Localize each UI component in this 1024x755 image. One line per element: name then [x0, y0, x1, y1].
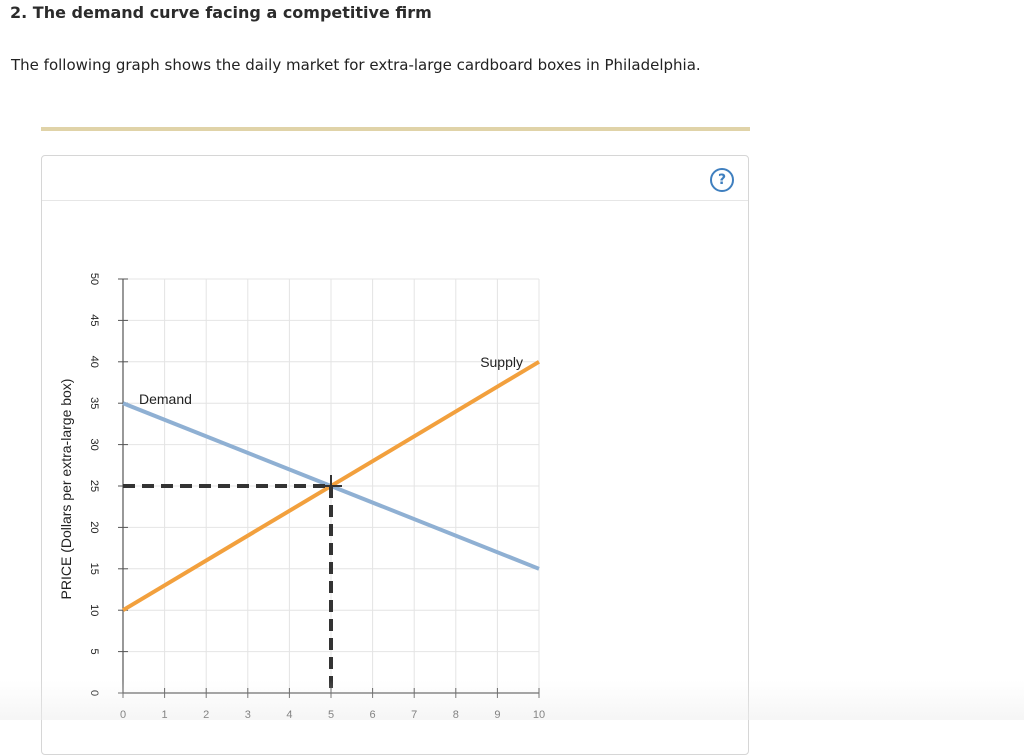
y-tick-label: 40 [88, 356, 100, 368]
x-tick-label: 4 [286, 709, 292, 720]
x-tick-label: 2 [203, 709, 209, 720]
x-tick-label: 1 [162, 709, 168, 720]
equilibrium-guides [123, 475, 342, 693]
demand-label: Demand [139, 391, 192, 407]
divider-rule [41, 127, 750, 131]
x-tick-label: 10 [533, 709, 545, 720]
question-title: 2. The demand curve facing a competitive… [10, 3, 432, 22]
y-tick-label: 30 [88, 438, 100, 450]
help-icon[interactable]: ? [710, 168, 734, 192]
graph-panel: ? [41, 155, 749, 755]
y-tick-label: 10 [88, 604, 100, 616]
y-tick-label: 0 [88, 690, 100, 696]
x-tick-label: 8 [453, 709, 459, 720]
supply-label: Supply [480, 354, 523, 370]
x-tick-label: 5 [328, 709, 334, 720]
y-tick-label: 20 [88, 521, 100, 533]
y-tick-label: 5 [88, 649, 100, 655]
y-axis-label: PRICE (Dollars per extra-large box) [58, 379, 74, 600]
x-tick-label: 0 [120, 709, 126, 720]
y-tick-label: 25 [88, 480, 100, 492]
question-intro: The following graph shows the daily mark… [11, 56, 701, 74]
x-tick-label: 7 [411, 709, 417, 720]
x-tick-label: 9 [494, 709, 500, 720]
y-tick-label: 50 [88, 273, 100, 285]
x-tick-label: 3 [245, 709, 251, 720]
graph-panel-header: ? [42, 156, 748, 201]
y-tick-label: 15 [88, 563, 100, 575]
y-tick-label: 45 [88, 314, 100, 326]
y-tick-label: 35 [88, 397, 100, 409]
x-tick-label: 6 [370, 709, 376, 720]
